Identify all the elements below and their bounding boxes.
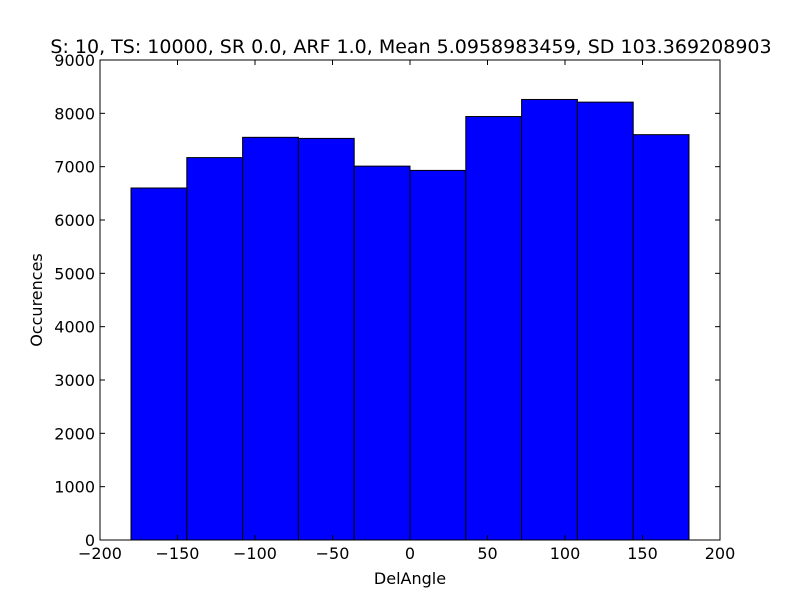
histogram-bar — [186, 157, 244, 541]
histogram-bar — [130, 187, 188, 541]
x-tick-label: −50 — [316, 544, 350, 563]
histogram-bar — [576, 101, 634, 541]
histogram-bar — [465, 116, 523, 541]
y-tick-label: 0 — [85, 531, 95, 550]
x-tick-label: 200 — [705, 544, 736, 563]
y-tick-label: 5000 — [54, 264, 95, 283]
x-tick-label: −200 — [78, 544, 122, 563]
y-tick-label: 9000 — [54, 51, 95, 70]
histogram-bar — [632, 134, 690, 541]
x-axis-label: DelAngle — [374, 569, 446, 588]
y-axis-label: Occurences — [27, 253, 46, 347]
y-tick-label: 4000 — [54, 318, 95, 337]
histogram-bar — [521, 98, 578, 541]
x-tick-label: −100 — [233, 544, 277, 563]
x-tick-label: 100 — [550, 544, 581, 563]
plot-frame — [99, 59, 721, 541]
x-tick-label: 50 — [477, 544, 497, 563]
histogram-bar — [353, 165, 411, 541]
histogram-bar — [297, 137, 355, 541]
chart-title: S: 10, TS: 10000, SR 0.0, ARF 1.0, Mean … — [50, 36, 771, 58]
x-tick-label: 150 — [627, 544, 658, 563]
y-tick-label: 3000 — [54, 371, 95, 390]
y-tick-label: 1000 — [54, 478, 95, 497]
x-tick-label: 0 — [405, 544, 415, 563]
tick-labels-group: −200 −150 −100 −50 0 50 100 150 2000100020003000… — [54, 51, 735, 563]
histogram-bar — [242, 136, 299, 541]
y-tick-label: 2000 — [54, 424, 95, 443]
x-tick-label: −150 — [156, 544, 200, 563]
bars-group — [130, 98, 690, 541]
y-tick-label: 7000 — [54, 158, 95, 177]
y-tick-label: 8000 — [54, 104, 95, 123]
histogram-bar — [409, 169, 467, 541]
y-tick-label: 6000 — [54, 211, 95, 230]
